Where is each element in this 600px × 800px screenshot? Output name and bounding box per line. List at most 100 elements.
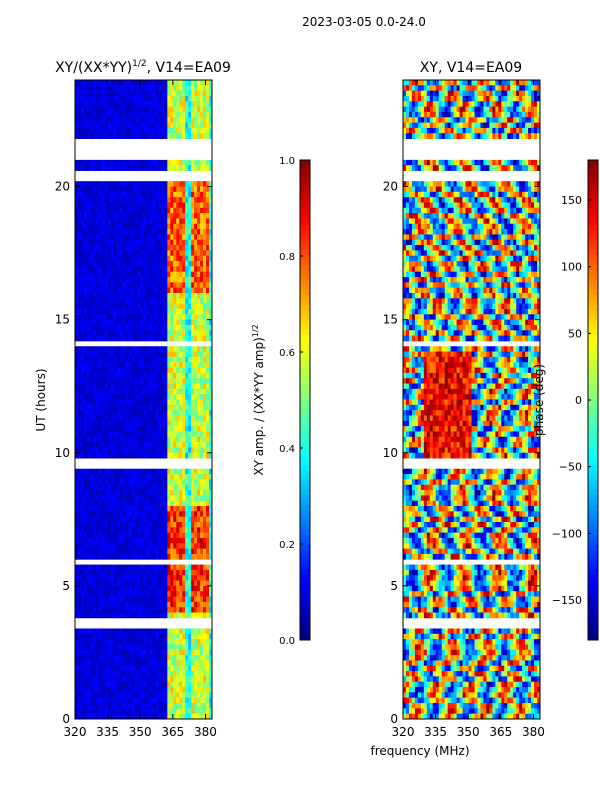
heatmap-cell	[122, 127, 127, 134]
heatmap-cell	[75, 191, 79, 198]
heatmap-cell	[101, 388, 106, 395]
heatmap-cell	[137, 676, 141, 683]
heatmap-cell	[134, 399, 138, 406]
heatmap-cell	[131, 697, 135, 704]
heatmap-cell	[173, 271, 177, 278]
heatmap-cell	[170, 703, 174, 709]
heatmap-cell	[182, 479, 186, 486]
heatmap-cell	[182, 410, 186, 416]
heatmap-cell	[200, 681, 204, 688]
heatmap-cell	[209, 181, 213, 187]
heatmap-cell	[179, 282, 183, 289]
heatmap-cell	[188, 330, 192, 336]
heatmap-cell	[164, 218, 168, 225]
heatmap-cell	[83, 495, 88, 502]
heatmap-cell	[110, 575, 115, 581]
heatmap-cell	[158, 165, 162, 171]
heatmap-cell	[101, 330, 106, 336]
heatmap-cell	[107, 165, 112, 171]
heatmap-cell	[77, 575, 82, 581]
heatmap-cell	[158, 543, 162, 550]
heatmap-cell	[77, 239, 82, 246]
heatmap-cell	[110, 250, 115, 257]
heatmap-cell	[122, 596, 127, 603]
heatmap-cell	[155, 383, 159, 390]
heatmap-cell	[185, 564, 189, 571]
heatmap-cell	[146, 245, 150, 251]
heatmap-cell	[86, 245, 91, 251]
heatmap-cell	[107, 506, 112, 512]
heatmap-cell	[167, 308, 171, 315]
heatmap-cell	[125, 282, 130, 289]
heatmap-cell	[176, 388, 180, 395]
heatmap-cell	[206, 266, 210, 273]
heatmap-cell	[143, 181, 147, 187]
heatmap-cell	[149, 234, 153, 241]
heatmap-cell	[146, 681, 150, 688]
heatmap-cell	[122, 591, 127, 597]
heatmap-cell	[86, 580, 91, 587]
heatmap-cell	[98, 442, 103, 448]
heatmap-cell	[95, 431, 100, 438]
heatmap-cell	[161, 713, 165, 720]
heatmap-cell	[185, 394, 189, 400]
heatmap-cell	[137, 293, 141, 299]
heatmap-cell	[146, 671, 150, 677]
heatmap-cell	[128, 255, 132, 262]
heatmap-cell	[128, 516, 132, 523]
heatmap-cell	[209, 495, 213, 502]
heatmap-cell	[128, 687, 132, 693]
heatmap-cell	[194, 399, 198, 406]
heatmap-cell	[122, 213, 127, 219]
heatmap-cell	[161, 346, 165, 352]
heatmap-cell	[113, 197, 118, 203]
heatmap-cell	[158, 708, 162, 715]
heatmap-cell	[182, 308, 186, 315]
heatmap-cell	[161, 527, 165, 534]
heatmap-cell	[173, 537, 177, 544]
heatmap-cell	[134, 383, 138, 390]
heatmap-cell	[80, 372, 85, 379]
heatmap-cell	[116, 639, 121, 645]
heatmap-cell	[170, 569, 174, 576]
heatmap-cell	[134, 591, 138, 597]
heatmap-cell	[188, 314, 192, 321]
heatmap-cell	[137, 633, 141, 640]
heatmap-cell	[146, 399, 150, 406]
heatmap-cell	[77, 213, 82, 219]
heatmap-cell	[188, 346, 192, 352]
heatmap-cell	[116, 671, 121, 677]
heatmap-cell	[134, 165, 138, 171]
heatmap-cell	[140, 303, 144, 310]
heatmap-cell	[95, 676, 100, 683]
heatmap-cell	[185, 159, 189, 166]
heatmap-cell	[101, 319, 106, 326]
heatmap-cell	[158, 516, 162, 523]
heatmap-cell	[197, 426, 201, 432]
heatmap-cell	[185, 346, 189, 352]
heatmap-cell	[152, 207, 156, 214]
heatmap-cell	[173, 239, 177, 246]
heatmap-cell	[203, 426, 207, 432]
heatmap-cell	[137, 127, 141, 134]
heatmap-cell	[86, 655, 91, 661]
heatmap-cell	[143, 633, 147, 640]
heatmap-cell	[143, 261, 147, 267]
heatmap-cell	[149, 159, 153, 166]
heatmap-cell	[191, 133, 195, 139]
heatmap-cell	[137, 537, 141, 544]
heatmap-cell	[134, 431, 138, 438]
heatmap-cell	[131, 165, 135, 171]
heatmap-cell	[86, 543, 91, 550]
heatmap-cell	[200, 404, 204, 411]
heatmap-cell	[155, 660, 159, 667]
heatmap-cell	[86, 218, 91, 225]
heatmap-cell	[128, 293, 132, 299]
heatmap-cell	[167, 394, 171, 400]
heatmap-cell	[125, 484, 130, 491]
heatmap-cell	[137, 511, 141, 518]
heatmap-cell	[173, 452, 177, 459]
heatmap-cell	[158, 537, 162, 544]
heatmap-cell	[75, 266, 79, 273]
heatmap-cell	[170, 324, 174, 331]
